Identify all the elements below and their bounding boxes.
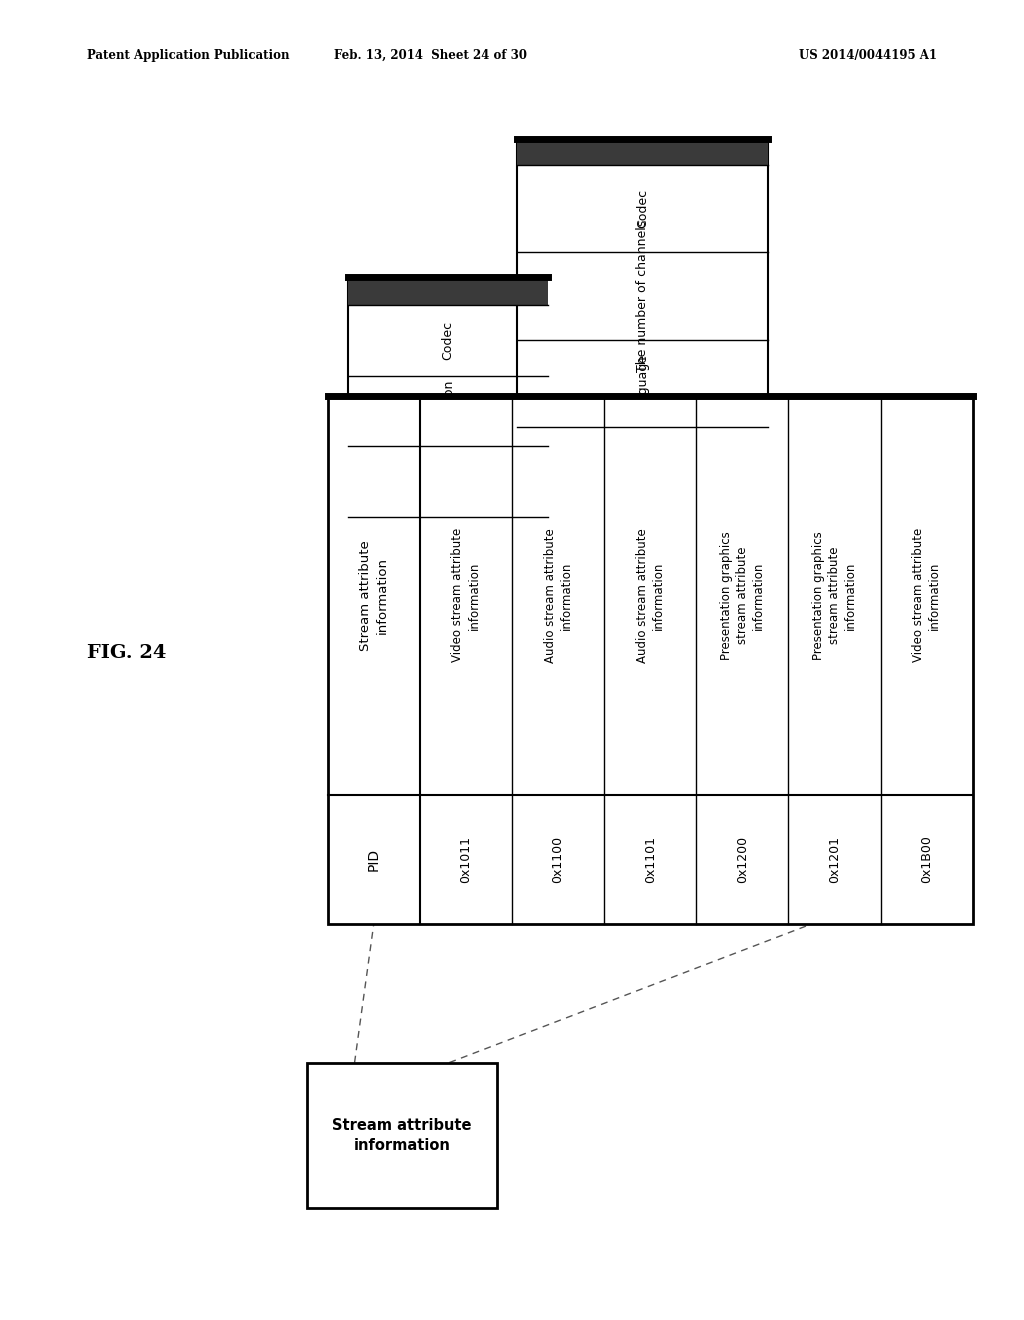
Text: Sampling frequency: Sampling frequency bbox=[636, 408, 649, 533]
Bar bbox=[348, 277, 548, 587]
Text: Resolution: Resolution bbox=[441, 379, 455, 444]
Text: US 2014/0044195 A1: US 2014/0044195 A1 bbox=[799, 49, 937, 62]
Text: Stream attribute
information: Stream attribute information bbox=[332, 1118, 472, 1152]
Text: Patent Application Publication: Patent Application Publication bbox=[87, 49, 290, 62]
Text: 0x1011: 0x1011 bbox=[460, 836, 472, 883]
Text: Codec: Codec bbox=[441, 321, 455, 360]
Text: FIG. 24: FIG. 24 bbox=[87, 644, 167, 663]
Text: Video stream attribute
information: Video stream attribute information bbox=[452, 528, 480, 663]
Bar bbox=[517, 139, 768, 515]
Bar bbox=[348, 277, 548, 305]
Text: Video stream attribute
information: Video stream attribute information bbox=[912, 528, 941, 663]
Text: Audio stream attribute
information: Audio stream attribute information bbox=[544, 528, 572, 663]
Text: Frame rate: Frame rate bbox=[441, 517, 455, 586]
Text: Aspect ratio: Aspect ratio bbox=[441, 444, 455, 519]
Text: The number of channels: The number of channels bbox=[636, 220, 649, 372]
Text: 0x1101: 0x1101 bbox=[644, 836, 656, 883]
Text: Codec: Codec bbox=[636, 189, 649, 228]
Text: 0x1200: 0x1200 bbox=[736, 836, 749, 883]
Text: 0x1B00: 0x1B00 bbox=[921, 836, 933, 883]
Text: PID: PID bbox=[367, 847, 381, 871]
Text: Presentation graphics
stream attribute
information: Presentation graphics stream attribute i… bbox=[720, 531, 765, 660]
Text: 0x1201: 0x1201 bbox=[828, 836, 841, 883]
Bar bbox=[517, 139, 768, 165]
Text: Presentation graphics
stream attribute
information: Presentation graphics stream attribute i… bbox=[812, 531, 857, 660]
Text: Feb. 13, 2014  Sheet 24 of 30: Feb. 13, 2014 Sheet 24 of 30 bbox=[334, 49, 526, 62]
Text: 0x1100: 0x1100 bbox=[552, 836, 564, 883]
Text: Stream attribute
information: Stream attribute information bbox=[359, 540, 388, 651]
Bar bbox=[307, 1063, 497, 1208]
Text: Audio stream attribute
information: Audio stream attribute information bbox=[636, 528, 665, 663]
Bar bbox=[328, 396, 973, 924]
Text: Language: Language bbox=[636, 352, 649, 414]
